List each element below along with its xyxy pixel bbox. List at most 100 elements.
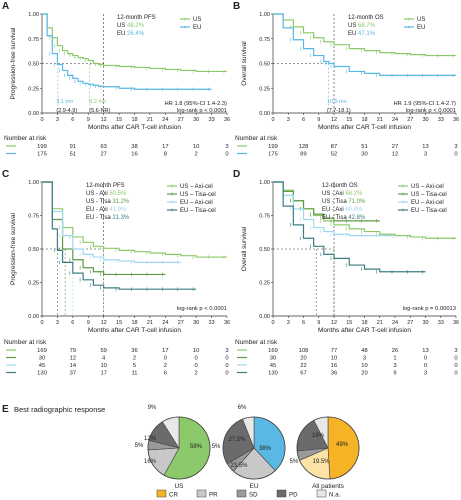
x-tick-label: 27 [407,320,413,326]
legend-label: PR [209,492,218,499]
pie-slice-label: 38% [259,446,272,452]
at-risk-count: 0 [195,363,198,369]
annotation-value: 31.2% [112,199,130,205]
annotation-group-label: US [348,23,358,29]
annotation-line: US - Axi 50.5% [86,191,127,197]
y-tick-label: 0.75 [28,37,39,43]
x-tick-label: 21 [147,117,153,123]
y-tick-label: 1.00 [259,12,270,18]
at-risk-count: 3 [225,348,228,354]
annotation-line: US - Axi 68.2% [322,191,363,197]
annotation-group-label: EU [348,31,358,37]
at-risk-count: 30 [39,356,45,362]
at-risk-count: 51 [70,152,76,158]
annotation-value: 41.9% [109,207,127,213]
annotation-value: 50.5% [109,191,127,197]
at-risk-count: 27 [100,152,106,158]
y-tick-label: 0.00 [28,111,39,117]
annotation-value: 68.2% [345,191,363,197]
legend-label: US – Axi-cel [411,184,444,190]
legend-swatch-pd [276,489,287,498]
annotation-line: US - Tisa 71.0% [322,199,366,205]
legend-label: EU – Tisa-cel [180,208,216,214]
at-risk-count: 14 [70,363,77,369]
annotation-value: 47.1% [358,31,376,37]
at-risk-count: 0 [454,152,457,158]
at-risk-count: 128 [299,144,309,150]
km-curve-us-tisa-cel [273,181,380,222]
at-risk-count: 20 [300,356,306,362]
annotation-title: 12-month OS [348,15,384,21]
annotation-line: US 48.2% [117,23,145,29]
legend-label: EU – Tisa-cel [411,208,447,214]
annotation-line: EU - Axi 41.9% [86,207,127,213]
annotation-group-label: US - Axi [86,191,109,197]
y-tick-label: 0.25 [259,281,270,287]
y-tick-label: 1.00 [28,12,39,18]
pie-slice-label: 19% [312,433,325,439]
at-risk-count: 169 [37,348,47,354]
at-risk-count: 10 [361,363,367,369]
pie-slice-label: 5% [290,459,299,465]
legend-label: CR [169,492,178,499]
y-tick-label: 0.50 [259,247,270,253]
legend-label: US – Tisa-cel [180,192,216,198]
panel-label-b: B [233,1,240,12]
x-tick-label: 12 [101,320,107,326]
x-tick-label: 18 [361,320,367,326]
x-tick-label: 21 [147,320,153,326]
legend-label: EU – Axi-cel [411,200,444,206]
pie-group-label: All patients [312,483,345,490]
median-ci-label: (2.9-4.9) [56,108,77,114]
at-risk-count: 77 [331,348,337,354]
km-curve-us-tisa-cel [42,181,166,276]
at-risk-count: 67 [300,371,306,377]
km-curve-us-axi-cel [42,181,227,258]
at-risk-count: 26 [392,348,398,354]
annotation-line: EU - Tisa 42.8% [322,215,366,221]
annotation-title: 12-month PFS [86,183,125,189]
hazard-ratio-text: HR 1.9 (95%-CI 1.4-2.7) [393,101,456,107]
pie-group-label: US [174,483,184,490]
x-tick-label: 36 [453,117,459,123]
y-axis-title: Overall survival [241,41,248,86]
at-risk-count: 27 [392,144,398,150]
y-tick-label: 0.50 [28,247,39,253]
x-tick-label: 12 [331,117,337,123]
hazard-ratio-text: HR 1.8 (95%-CI 1.4-2.3) [164,101,227,107]
pie-slice-label: 5% [135,443,144,449]
at-risk-count: 0 [454,363,457,369]
at-risk-count: 13 [422,144,428,150]
y-tick-label: 0.75 [28,214,39,220]
at-risk-count: 10 [193,348,199,354]
x-tick-label: 9 [87,320,90,326]
x-tick-label: 6 [71,320,74,326]
panel-label-d: D [233,169,240,180]
pie-outline [296,416,360,480]
at-risk-count: 20 [361,371,367,377]
median-ci-label: (5.6-NR) [89,108,110,114]
annotation-group-label: US - Axi [322,191,345,197]
at-risk-count: 2 [195,152,198,158]
median-ci-label: (7.7-18.1) [327,108,351,114]
annotation-group-label: US [117,23,127,29]
logrank-text: log-rank p < 0.0001 [177,108,227,114]
at-risk-count: 199 [37,144,47,150]
x-tick-label: 18 [361,117,367,123]
at-risk-count: 63 [100,144,106,150]
at-risk-count: 59 [100,348,106,354]
at-risk-count: 12 [392,152,398,158]
y-axis-title: Overall survival [241,226,248,271]
at-risk-count: 17 [100,371,106,377]
at-risk-count: 2 [133,356,136,362]
x-tick-label: 33 [209,320,215,326]
median-label: 3.1 mo [56,99,73,105]
at-risk-count: 16 [131,152,137,158]
y-tick-label: 0.00 [259,314,270,320]
y-tick-label: 0.75 [259,214,270,220]
x-tick-label: 21 [377,117,383,123]
pie-slice-label: 12% [144,436,157,442]
at-risk-count: 169 [268,348,278,354]
at-risk-count: 3 [424,152,427,158]
annotation-value: 48.2% [127,23,145,29]
